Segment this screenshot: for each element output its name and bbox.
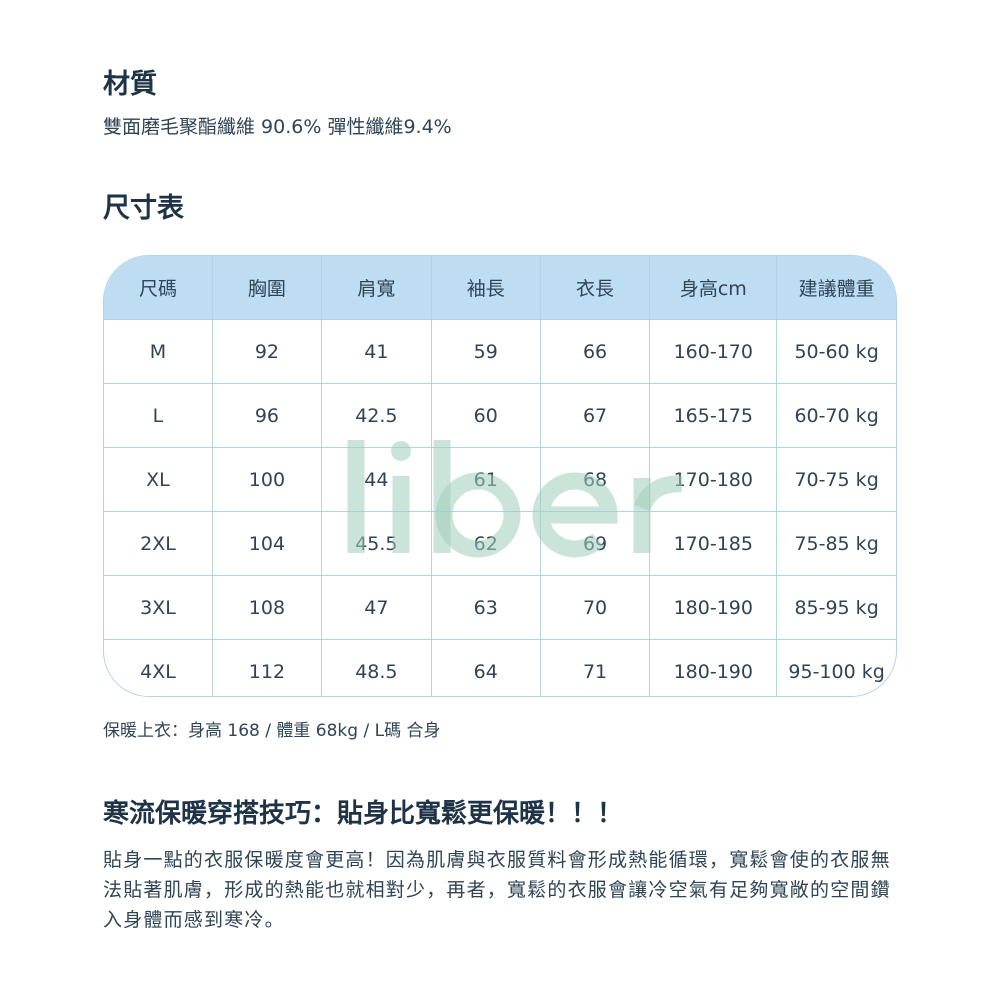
table-cell: 160-170 [649, 319, 778, 384]
table-row: 3XL 108 47 63 70 180-190 85-95 kg [104, 575, 896, 640]
table-cell: 47 [320, 575, 432, 640]
size-chart-title: 尺寸表 [103, 193, 184, 224]
table-cell: 75-85 kg [776, 511, 896, 576]
table-cell: 60-70 kg [776, 383, 896, 448]
table-cell: 67 [539, 383, 651, 448]
table-cell: XL [104, 447, 213, 512]
table-row: XL 100 44 61 68 170-180 70-75 kg [104, 447, 896, 512]
table-cell: 48.5 [320, 639, 432, 696]
table-cell: 170-180 [649, 447, 778, 512]
table-row: M 92 41 59 66 160-170 50-60 kg [104, 319, 896, 384]
table-cell: 63 [430, 575, 541, 640]
table-cell: 170-185 [649, 511, 778, 576]
size-table: 尺碼 胸圍 肩寬 袖長 衣長 身高cm 建議體重 M 92 41 59 66 160-170 50-60 … [103, 255, 897, 697]
table-cell: 61 [430, 447, 541, 512]
table-cell: 62 [430, 511, 541, 576]
table-cell: M [104, 319, 213, 384]
table-cell: 45.5 [320, 511, 432, 576]
column-header: 袖長 [430, 256, 541, 320]
table-cell: 64 [430, 639, 541, 696]
table-cell: 104 [211, 511, 322, 576]
table-row: L 96 42.5 60 67 165-175 60-70 kg [104, 383, 896, 448]
table-cell: 42.5 [320, 383, 432, 448]
table-cell: 44 [320, 447, 432, 512]
column-header: 衣長 [539, 256, 651, 320]
table-cell: 96 [211, 383, 322, 448]
table-row: 2XL 104 45.5 62 69 170-185 75-85 kg [104, 511, 896, 576]
table-cell: 70 [539, 575, 651, 640]
tips-title: 寒流保暖穿搭技巧：貼身比寬鬆更保暖！！！ [103, 799, 624, 829]
table-cell: 100 [211, 447, 322, 512]
table-cell: 66 [539, 319, 651, 384]
table-cell: 4XL [104, 639, 213, 696]
table-header-row: 尺碼 胸圍 肩寬 袖長 衣長 身高cm 建議體重 [104, 256, 896, 320]
table-cell: 180-190 [649, 575, 778, 640]
table-cell: 2XL [104, 511, 213, 576]
fit-note: 保暖上衣：身高 168 / 體重 68kg / L碼 合身 [103, 721, 441, 741]
material-text: 雙面磨毛聚酯纖維 90.6% 彈性纖維9.4% [103, 116, 452, 138]
table-cell: 71 [539, 639, 651, 696]
table-cell: 70-75 kg [776, 447, 896, 512]
table-cell: L [104, 383, 213, 448]
table-cell: 69 [539, 511, 651, 576]
column-header: 肩寬 [320, 256, 432, 320]
table-cell: 180-190 [649, 639, 778, 696]
table-cell: 92 [211, 319, 322, 384]
column-header: 胸圍 [211, 256, 322, 320]
table-cell: 85-95 kg [776, 575, 896, 640]
table-cell: 59 [430, 319, 541, 384]
table-cell: 3XL [104, 575, 213, 640]
table-cell: 68 [539, 447, 651, 512]
column-header: 尺碼 [104, 256, 213, 320]
table-cell: 108 [211, 575, 322, 640]
table-cell: 41 [320, 319, 432, 384]
table-cell: 50-60 kg [776, 319, 896, 384]
material-title: 材質 [103, 69, 157, 100]
table-row: 4XL 112 48.5 64 71 180-190 95-100 kg [104, 639, 896, 696]
table-cell: 95-100 kg [776, 639, 896, 696]
table-cell: 60 [430, 383, 541, 448]
tips-text: 貼身一點的衣服保暖度會更高！因為肌膚與衣服質料會形成熱能循環，寬鬆會使的衣服無法… [103, 849, 891, 931]
column-header: 建議體重 [776, 256, 896, 320]
table-cell: 165-175 [649, 383, 778, 448]
table-cell: 112 [211, 639, 322, 696]
column-header: 身高cm [649, 256, 778, 320]
